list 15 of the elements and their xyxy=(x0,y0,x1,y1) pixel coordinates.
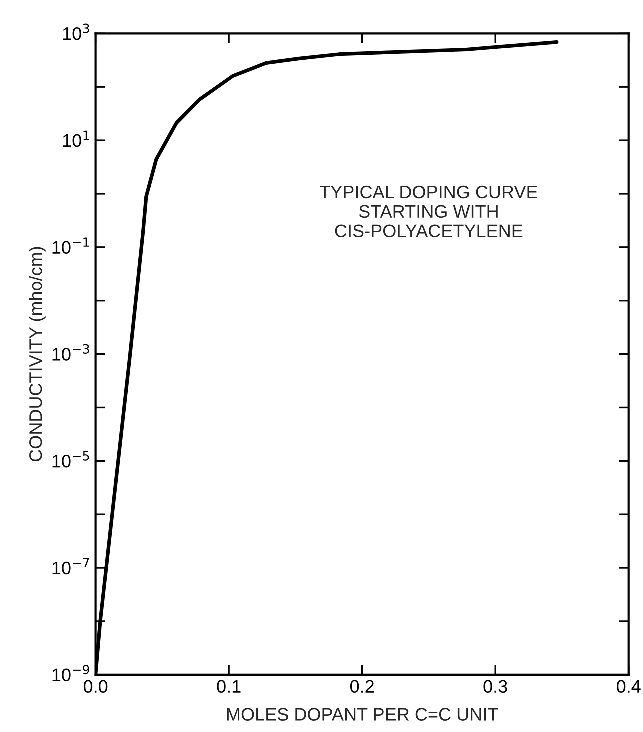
x-tick-label: 0.2 xyxy=(350,680,374,694)
y-tick-label: 10$^{−7}$ xyxy=(52,558,90,575)
y-tick-label: 10$^{−1}$ xyxy=(52,238,90,254)
y-tick-label: 10$^{1}$ xyxy=(63,130,90,148)
x-axis-title: MOLES DOPANT PER C=C UNIT xyxy=(227,708,498,721)
y-tick-label: 10$^{−5}$ xyxy=(52,451,90,468)
x-tick-label: 0.4 xyxy=(617,680,641,694)
y-axis-title: CONDUCTIVITY (mho/cm) xyxy=(29,247,46,462)
x-tick-label: 0.1 xyxy=(217,680,241,694)
y-tick-label: 10$^{3}$ xyxy=(63,24,90,40)
y-tick-label: 10$^{−9}$ xyxy=(52,665,90,682)
x-tick-label: 0.0 xyxy=(84,680,108,694)
x-tick-label: 0.3 xyxy=(484,680,508,694)
y-tick-label: 10$^{−3}$ xyxy=(52,344,90,361)
annotation: TYPICAL DOPING CURVE STARTING WITH CIS-POLYACETYLENE xyxy=(320,186,538,238)
